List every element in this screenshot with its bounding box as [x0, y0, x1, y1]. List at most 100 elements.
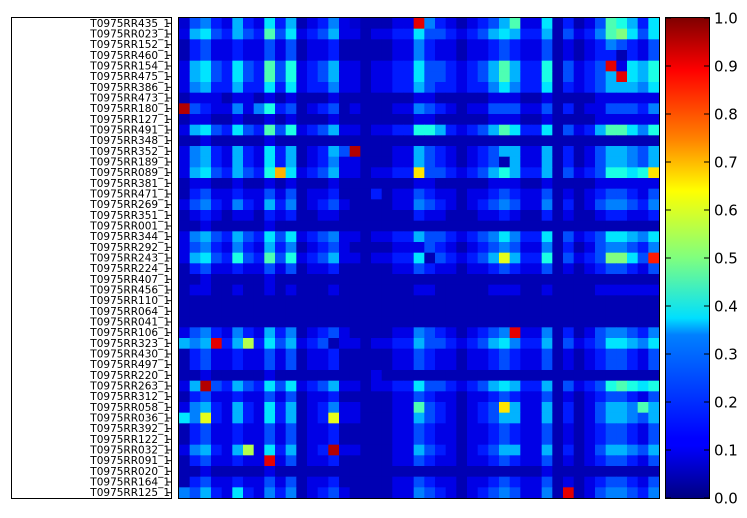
heatmap-cell — [200, 71, 212, 83]
heatmap-cell — [456, 39, 468, 51]
heatmap-cell — [339, 220, 351, 232]
heatmap-cell — [477, 359, 489, 371]
heatmap-cell — [445, 274, 457, 286]
heatmap-cell — [531, 60, 543, 72]
heatmap-cell — [637, 39, 649, 51]
heatmap-cell — [584, 295, 596, 307]
heatmap-cell — [541, 18, 553, 30]
heatmap-cell — [584, 327, 596, 339]
heatmap-cell — [563, 50, 575, 62]
heatmap-cell — [189, 146, 201, 158]
heatmap-cell — [264, 82, 276, 94]
heatmap-cell — [541, 252, 553, 264]
heatmap-cell — [648, 28, 660, 40]
heatmap-cell — [360, 82, 372, 94]
heatmap-cell — [200, 135, 212, 147]
heatmap-cell — [435, 231, 447, 243]
heatmap-cell — [253, 210, 265, 222]
heatmap-cell — [456, 82, 468, 94]
heatmap-cell — [477, 178, 489, 190]
heatmap-cell — [264, 92, 276, 104]
heatmap-cell — [605, 466, 617, 478]
heatmap-cell — [605, 124, 617, 136]
heatmap-cell — [296, 274, 308, 286]
heatmap-cell — [509, 103, 521, 115]
heatmap-cell — [616, 156, 628, 168]
heatmap-cell — [499, 167, 511, 179]
heatmap-cell — [307, 199, 319, 211]
heatmap-cell — [509, 60, 521, 72]
heatmap-cell — [499, 103, 511, 115]
heatmap-cell — [595, 359, 607, 371]
heatmap-cell — [563, 167, 575, 179]
heatmap-cell — [531, 178, 543, 190]
heatmap-cell — [328, 370, 340, 382]
heatmap-cell — [531, 295, 543, 307]
heatmap-cell — [179, 359, 191, 371]
heatmap-cell — [317, 242, 329, 254]
heatmap-cell — [264, 103, 276, 115]
heatmap-cell — [371, 263, 383, 275]
heatmap-cell — [488, 135, 500, 147]
heatmap-cell — [413, 188, 425, 200]
heatmap-cell — [296, 231, 308, 243]
heatmap-cell — [435, 412, 447, 424]
heatmap-cell — [200, 423, 212, 435]
heatmap-cell — [435, 60, 447, 72]
row-label: T0975RR106_1 — [89, 327, 170, 339]
heatmap-cell — [339, 370, 351, 382]
heatmap-cell — [371, 18, 383, 30]
heatmap-cell — [253, 295, 265, 307]
heatmap-cell — [253, 199, 265, 211]
heatmap-cell — [509, 210, 521, 222]
heatmap-cell — [456, 380, 468, 392]
heatmap-cell — [189, 306, 201, 318]
heatmap-cell — [648, 146, 660, 158]
heatmap-cell — [467, 402, 479, 414]
heatmap-cell — [232, 103, 244, 115]
heatmap-cell — [424, 295, 436, 307]
heatmap-cell — [179, 188, 191, 200]
heatmap-cell — [413, 359, 425, 371]
heatmap-cell — [488, 231, 500, 243]
heatmap-cell — [627, 82, 639, 94]
heatmap-cell — [264, 274, 276, 286]
heatmap-cell — [339, 423, 351, 435]
heatmap-cell — [520, 434, 532, 446]
heatmap-cell — [253, 50, 265, 62]
heatmap-cell — [552, 263, 564, 275]
heatmap-cell — [179, 82, 191, 94]
heatmap-cell — [573, 188, 585, 200]
heatmap-cell — [435, 92, 447, 104]
heatmap-cell — [307, 455, 319, 467]
heatmap-cell — [413, 146, 425, 158]
heatmap-cell — [584, 82, 596, 94]
heatmap-cell — [531, 242, 543, 254]
heatmap-cell — [349, 167, 361, 179]
heatmap-cell — [413, 252, 425, 264]
row-label: T0975RR430_1 — [89, 349, 170, 361]
heatmap-cell — [403, 316, 415, 328]
heatmap-cell — [403, 284, 415, 296]
heatmap-cell — [232, 423, 244, 435]
heatmap-cell — [403, 455, 415, 467]
heatmap-cell — [584, 178, 596, 190]
heatmap-cell — [392, 370, 404, 382]
heatmap-cell — [360, 242, 372, 254]
heatmap-cell — [349, 455, 361, 467]
heatmap-cell — [531, 252, 543, 264]
heatmap-cell — [339, 114, 351, 126]
heatmap-cell — [349, 242, 361, 254]
heatmap-cell — [413, 199, 425, 211]
heatmap-cell — [520, 316, 532, 328]
heatmap-cell — [595, 487, 607, 499]
heatmap-cell — [616, 167, 628, 179]
heatmap-cell — [616, 124, 628, 136]
heatmap-cell — [616, 103, 628, 115]
heatmap-cell — [531, 82, 543, 94]
heatmap-cell — [211, 114, 223, 126]
heatmap-cell — [520, 210, 532, 222]
heatmap-cell — [317, 220, 329, 232]
heatmap-cell — [211, 50, 223, 62]
heatmap-cell — [477, 114, 489, 126]
